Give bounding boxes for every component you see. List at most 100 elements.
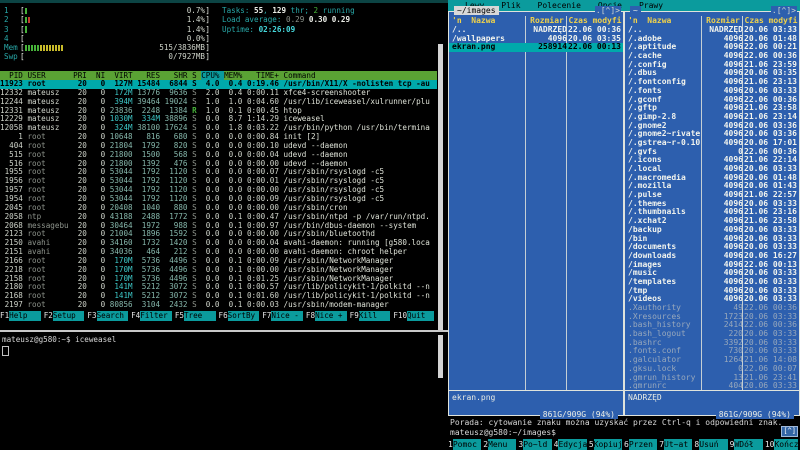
menu-item-prawy[interactable]: Prawy: [638, 1, 664, 10]
file-row[interactable]: /bin 4096 20.06 03:33: [625, 235, 799, 244]
menu-item-opcje[interactable]: Opcje: [598, 0, 622, 11]
htop-fkey-f10[interactable]: F10 Quit: [393, 311, 437, 321]
process-row[interactable]: 12331 mateusz 20 0 23836 2248 1384 R 1.0…: [0, 106, 302, 115]
file-row[interactable]: .gmrun_history 13 21.06 23:41: [625, 374, 799, 383]
file-row[interactable]: /.gimp-2.8 4096 21.06 23:14: [625, 113, 799, 122]
file-row[interactable]: /.themes 4096 20.06 03:33: [625, 200, 799, 209]
process-row[interactable]: 12332 mateusz 20 0 172M 13776 9636 S 2.0…: [0, 88, 371, 97]
htop-fkey-f6[interactable]: F6 SortBy: [219, 311, 263, 321]
file-row[interactable]: /.fonts 4096 20.06 03:33: [625, 87, 799, 96]
process-row[interactable]: 12229 mateusz 20 0 1030M 334M 38896 S 0.…: [0, 115, 325, 124]
column-header-size[interactable]: Rozmiar: [530, 16, 564, 25]
process-row[interactable]: 2158 root 20 0 170M 5736 4496 S 0.0 0.1 …: [0, 274, 394, 283]
file-row[interactable]: .gmrunrc 404 20.06 03:33: [625, 382, 799, 389]
file-row[interactable]: .galculator 1264 21.06 14:08: [625, 356, 799, 365]
file-row[interactable]: /.config 4096 21.06 23:59: [625, 61, 799, 70]
process-row[interactable]: 2150 avahi 20 0 34160 1732 1420 S 0.0 0.…: [0, 239, 430, 248]
column-header-ni[interactable]: NI: [91, 71, 110, 80]
menu-item-lewy[interactable]: Lewy: [465, 0, 484, 11]
mc-fkey-8[interactable]: 8 Usuń: [694, 439, 729, 450]
process-row[interactable]: 2045 root 20 0 20408 1040 880 S 0.0 0.0 …: [0, 203, 348, 212]
file-row[interactable]: .Xresources 1723 20.06 03:33: [625, 313, 799, 322]
process-row[interactable]: 2151 avahi 20 0 34036 464 212 S 0.0 0.0 …: [0, 248, 407, 257]
process-row[interactable]: 1956 root 20 0 53044 1792 1120 S 0.0 0.0…: [0, 177, 385, 186]
file-row[interactable]: /.fontconfig 4096 21.06 23:13: [625, 78, 799, 87]
file-row[interactable]: /.adobe 4096 20.06 01:48: [625, 35, 799, 44]
file-row[interactable]: .bash_logout 220 20.06 03:33: [625, 330, 799, 339]
process-row[interactable]: 1 root 20 0 10648 816 680 S 0.0 0.0 0:00…: [0, 133, 321, 142]
column-header-s[interactable]: S: [192, 71, 202, 80]
process-row[interactable]: 12244 mateusz 20 0 394M 39464 19024 S 1.…: [0, 97, 430, 106]
file-row[interactable]: /backup 4096 20.06 03:33: [625, 226, 799, 235]
htop-fkey-f4[interactable]: F4 Filter: [131, 311, 175, 321]
column-header-mtime[interactable]: Czas modyfi: [744, 16, 798, 25]
file-row[interactable]: /.thumbnails 4096 21.06 23:16: [625, 208, 799, 217]
file-row[interactable]: .bashrc 3392 20.06 03:33: [625, 339, 799, 348]
file-row[interactable]: /tmp 4096 20.06 03:33: [625, 287, 799, 296]
file-row[interactable]: /.mozilla 4096 20.06 01:43: [625, 182, 799, 191]
shell-prompt[interactable]: mateusz@g580:~$ iceweasel: [2, 335, 117, 344]
process-row[interactable]: 2068 messagebu 20 0 30464 1972 988 S 0.0…: [0, 221, 417, 230]
column-header-virt[interactable]: VIRT: [109, 71, 138, 80]
file-row[interactable]: /.icons 4096 21.06 22:14: [625, 156, 799, 165]
shell-scrollbar[interactable]: [438, 335, 443, 378]
scroll-up-badge[interactable]: [^]: [781, 426, 798, 437]
mc-fkey-6[interactable]: 6 Przen: [624, 439, 659, 450]
process-row[interactable]: 516 root 20 0 21800 1392 476 S 0.0 0.0 0…: [0, 159, 348, 168]
column-header-pid[interactable]: PID: [0, 71, 28, 80]
file-row[interactable]: /.gstrea~r-0.10 4096 20.06 17:01: [625, 139, 799, 148]
file-row[interactable]: /templates 4096 20.06 03:33: [625, 278, 799, 287]
process-table-header[interactable]: PID USER PRI NI VIRT RES SHR S CPU% MEM%…: [0, 71, 437, 80]
file-row[interactable]: .bash_history 2414 22.06 00:36: [625, 321, 799, 330]
mc-fkey-9[interactable]: 9 WDół: [730, 439, 765, 450]
file-row[interactable]: /.pulse 4096 21.06 22:57: [625, 191, 799, 200]
htop-fkey-f8[interactable]: F8 Nice +: [306, 311, 350, 321]
mc-fkey-3[interactable]: 3 Po~ld: [518, 439, 553, 450]
panel-corner-buttons[interactable]: .[^]>: [770, 6, 797, 15]
file-row[interactable]: .gksu.lock 0 22.06 00:07: [625, 365, 799, 374]
file-row[interactable]: .fonts.conf 730 20.06 03:33: [625, 347, 799, 356]
file-row[interactable]: /.xchat2 4096 21.06 23:58: [625, 217, 799, 226]
column-header-name[interactable]: 'n Nazwa: [628, 16, 672, 25]
process-row[interactable]: 1957 root 20 0 53044 1792 1120 S 0.0 0.0…: [0, 186, 385, 195]
process-row[interactable]: 1955 root 20 0 53044 1792 1120 S 0.0 0.0…: [0, 168, 385, 177]
process-row[interactable]: 2168 root 20 0 141M 5212 3072 S 0.0 0.1 …: [0, 292, 430, 301]
mc-fkey-10[interactable]: 10 Kończ: [764, 439, 799, 450]
file-row[interactable]: /downloads 4096 20.06 16:27: [625, 252, 799, 261]
mc-fkey-1[interactable]: 1 Pomoc: [448, 439, 483, 450]
column-header-cpu[interactable]: CPU%: [201, 71, 225, 80]
right-panel-path-tab[interactable]: ~: [630, 6, 641, 15]
file-row[interactable]: /music 4096 20.06 03:33: [625, 269, 799, 278]
mc-fkey-4[interactable]: 4 Edycja: [553, 439, 587, 450]
process-row[interactable]: 2166 root 20 0 170M 5736 4496 S 0.0 0.1 …: [0, 256, 394, 265]
mc-fkey-7[interactable]: 7 Ut~at: [659, 439, 694, 450]
file-row[interactable]: /.gvfs 0 22.06 00:36: [625, 148, 799, 157]
column-header-res[interactable]: RES: [137, 71, 165, 80]
file-row[interactable]: /.. NADRZĘD 22.06 00:36: [449, 26, 623, 35]
process-row[interactable]: 2218 root 20 0 170M 5736 4496 S 0.0 0.1 …: [0, 265, 394, 274]
file-row[interactable]: .Xauthority 49 22.06 00:36: [625, 304, 799, 313]
process-row[interactable]: 11923 root 20 0 127M 15484 6844 S 4.0 0.…: [0, 80, 437, 89]
column-header-name[interactable]: 'n Nazwa: [452, 16, 496, 25]
process-row[interactable]: 2180 root 20 0 141M 5212 3072 S 0.0 0.1 …: [0, 283, 430, 292]
mc-fkey-5[interactable]: 5 Kopiuj: [588, 439, 623, 450]
left-panel-path-tab[interactable]: ~/images: [454, 6, 499, 15]
file-row[interactable]: /.local 4096 20.06 03:33: [625, 165, 799, 174]
file-row[interactable]: /.gftp 4096 21.06 23:58: [625, 104, 799, 113]
process-row[interactable]: 12058 mateusz 20 0 324M 38100 17624 S 0.…: [0, 124, 430, 133]
file-row[interactable]: /videos 4096 20.06 03:33: [625, 295, 799, 304]
htop-fkey-f9[interactable]: F9 Kill: [350, 311, 394, 321]
htop-fkey-f7[interactable]: F7 Nice -: [262, 311, 306, 321]
menu-item-plik[interactable]: Plik: [501, 1, 521, 10]
column-header-pri[interactable]: PRI: [73, 71, 92, 80]
column-header-user[interactable]: USER: [27, 71, 74, 80]
htop-fkey-f3[interactable]: F3 Search: [87, 311, 131, 321]
mc-shell-prompt[interactable]: mateusz@g580:~/images$: [450, 428, 556, 437]
process-row[interactable]: 2058 ntp 20 0 43188 2488 1772 S 0.0 0.1 …: [0, 212, 430, 221]
file-row[interactable]: /.dbus 4096 20.06 03:35: [625, 69, 799, 78]
column-header-shr[interactable]: SHR: [164, 71, 193, 80]
column-header-size[interactable]: Rozmiar: [706, 16, 740, 25]
htop-fkey-f1[interactable]: F1 Help: [0, 311, 44, 321]
htop-fkey-f5[interactable]: F5 Tree: [175, 311, 219, 321]
file-row[interactable]: /.aptitude 4096 22.06 00:21: [625, 43, 799, 52]
